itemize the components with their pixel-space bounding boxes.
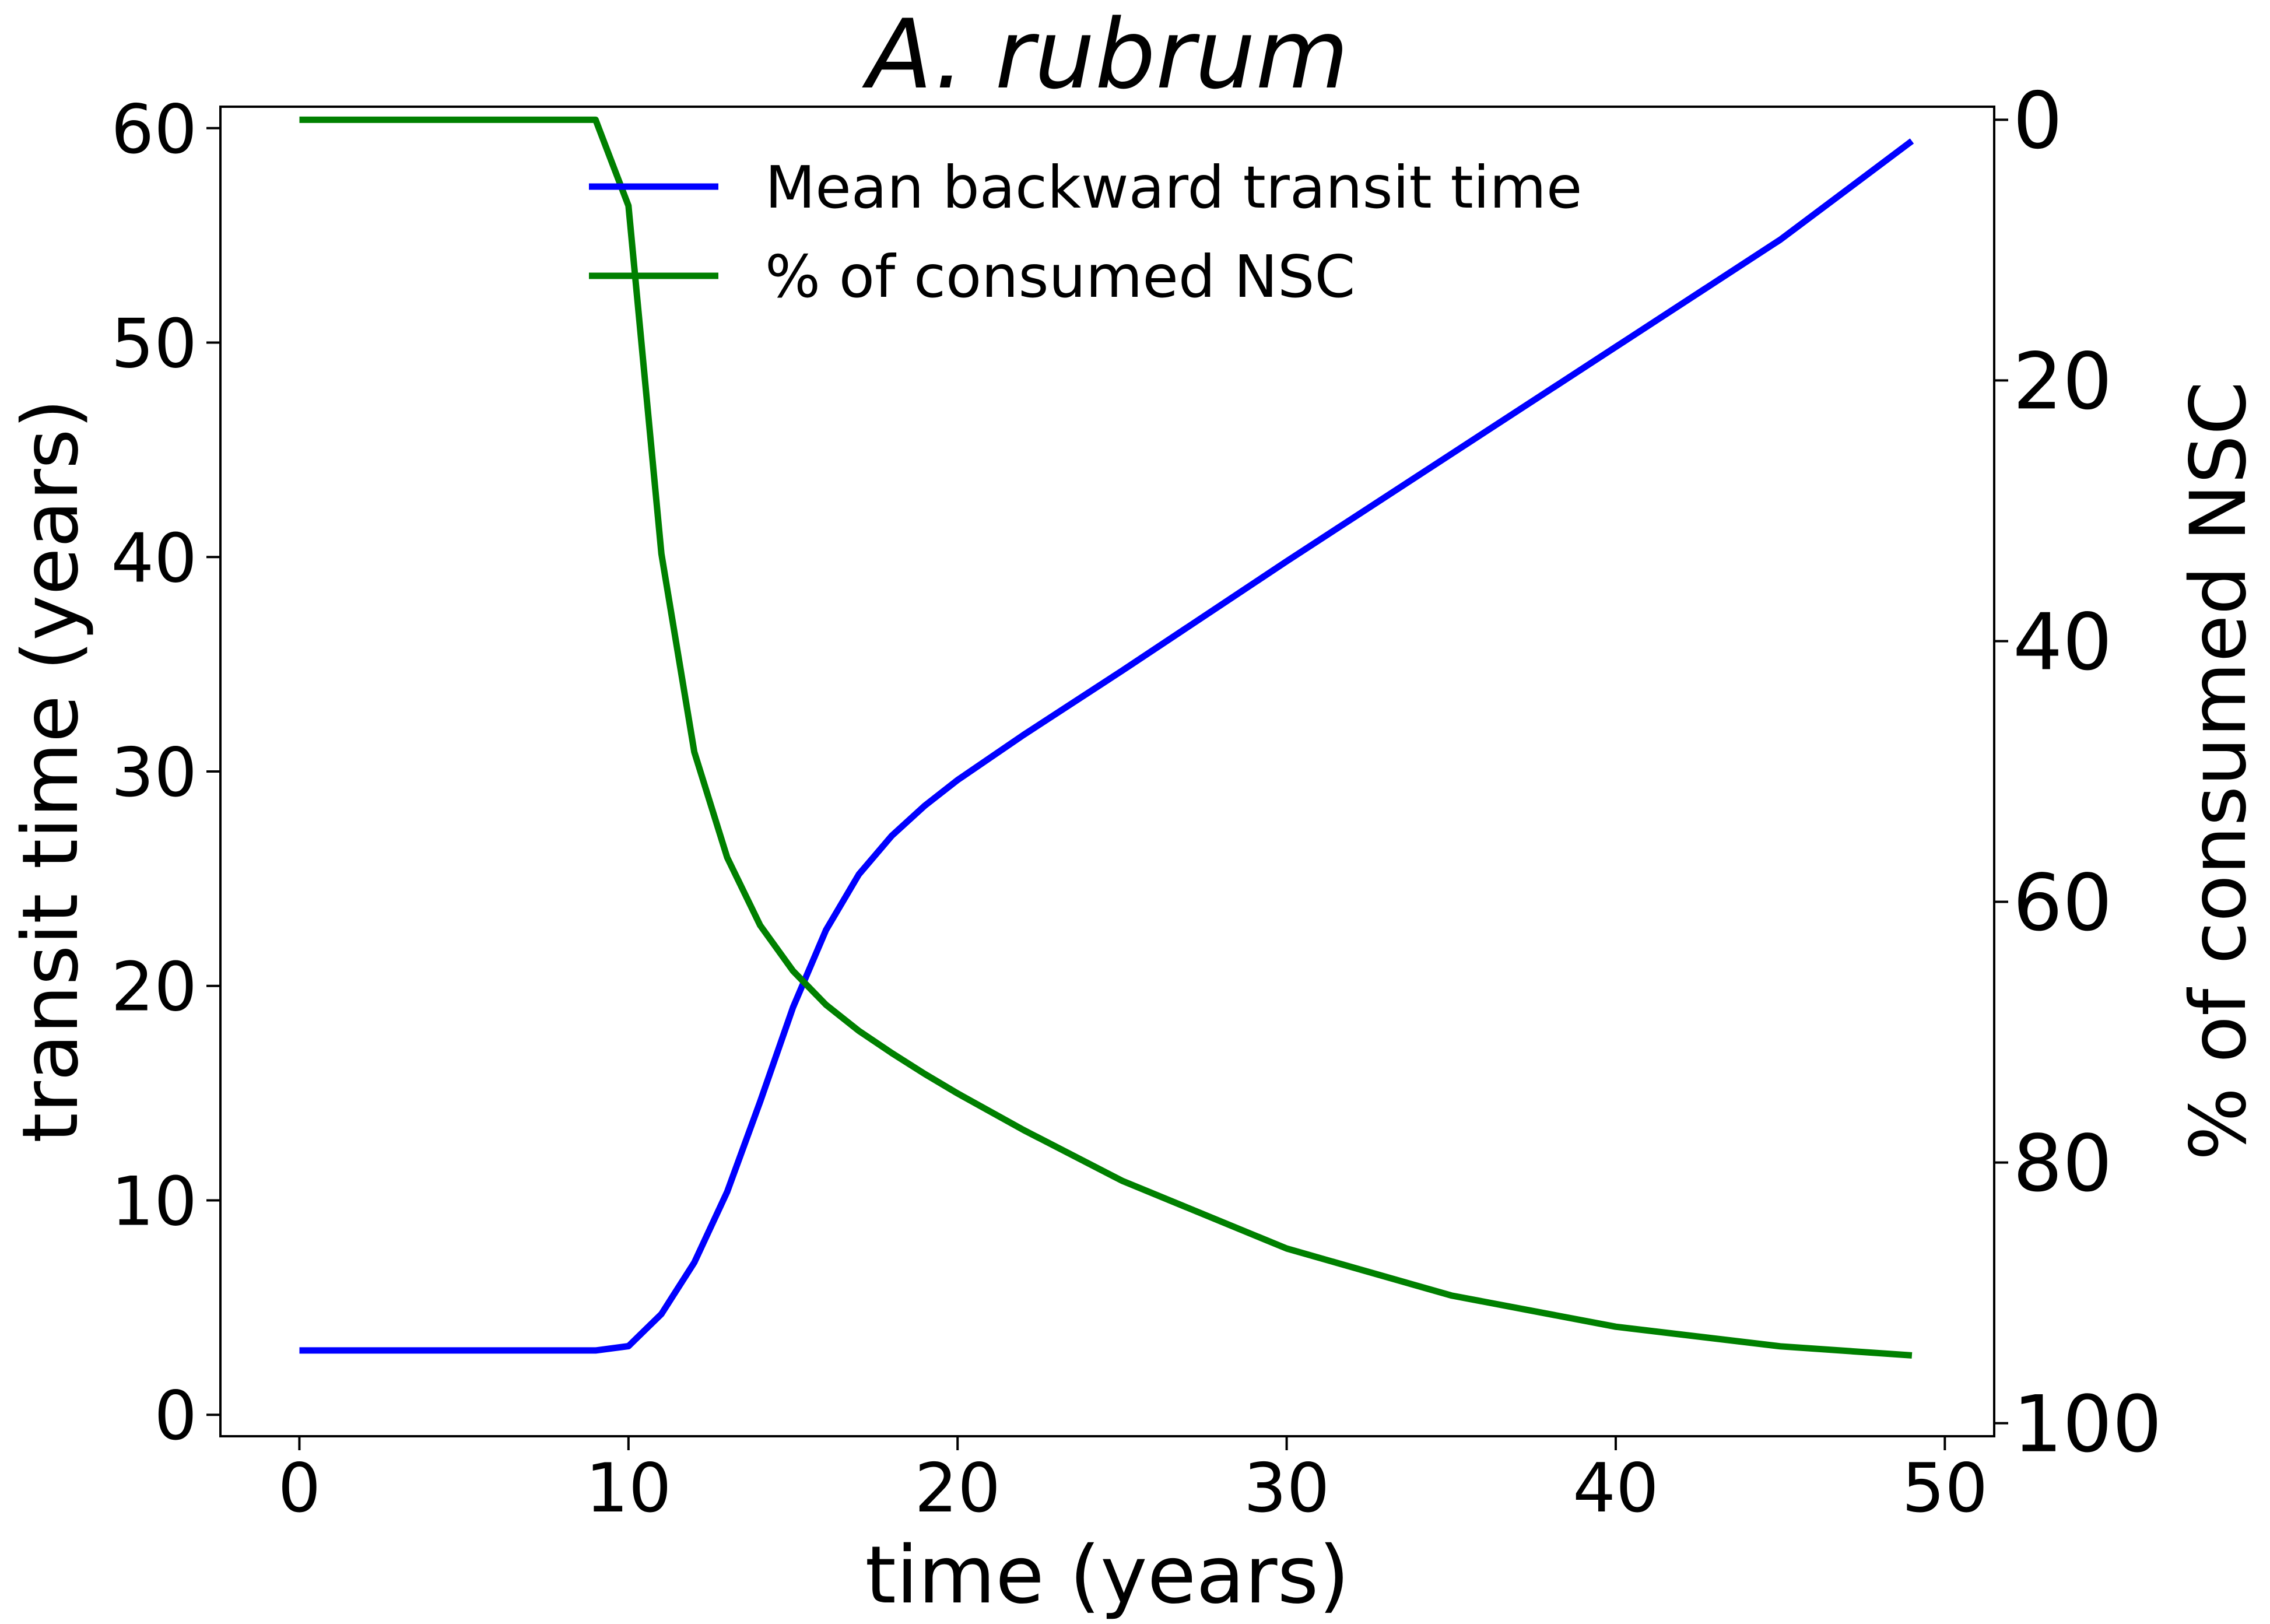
x-tick-label: 50 <box>1902 1449 1988 1528</box>
right-tick-label: 0 <box>2013 75 2062 166</box>
x-tick-label: 0 <box>278 1449 321 1528</box>
chart-title: A. rubrum <box>862 0 1349 110</box>
series-line-0 <box>299 138 1914 1354</box>
x-tick-label: 30 <box>1244 1449 1330 1528</box>
right-tick-label: 60 <box>2013 858 2113 949</box>
left-tick-label: 30 <box>111 734 197 812</box>
right-tick-label: 100 <box>2013 1379 2162 1470</box>
x-tick-label: 20 <box>914 1449 1001 1528</box>
x-tick-label: 10 <box>585 1449 672 1528</box>
left-tick-label: 50 <box>111 305 197 384</box>
legend-label-mean-backward-transit-time: Mean backward transit time <box>765 153 1582 222</box>
left-tick-label: 20 <box>111 948 197 1027</box>
left-axis-label: transit time (years) <box>6 399 96 1143</box>
plot-marks <box>299 116 1914 1359</box>
right-tick-label: 40 <box>2013 597 2113 688</box>
left-tick-label: 10 <box>111 1162 197 1241</box>
axis-ticks: 0 10 20 30 40 50 0 10 20 30 40 50 60 0 20 40 60 80 100 <box>111 75 2162 1528</box>
x-tick-label: 40 <box>1573 1449 1659 1528</box>
right-tick-label: 20 <box>2013 336 2113 427</box>
left-tick-label: 0 <box>154 1377 197 1455</box>
left-tick-label: 60 <box>111 90 197 169</box>
right-tick-label: 80 <box>2013 1118 2113 1209</box>
x-axis-label: time (years) <box>865 1530 1350 1622</box>
legend-label-consumed-nsc: % of consumed NSC <box>765 243 1355 311</box>
legend: Mean backward transit time % of consumed… <box>589 153 1582 311</box>
right-axis-label: % of consumed NSC <box>2174 381 2264 1160</box>
series-line-1 <box>299 116 1913 1359</box>
left-tick-label: 40 <box>111 519 197 598</box>
